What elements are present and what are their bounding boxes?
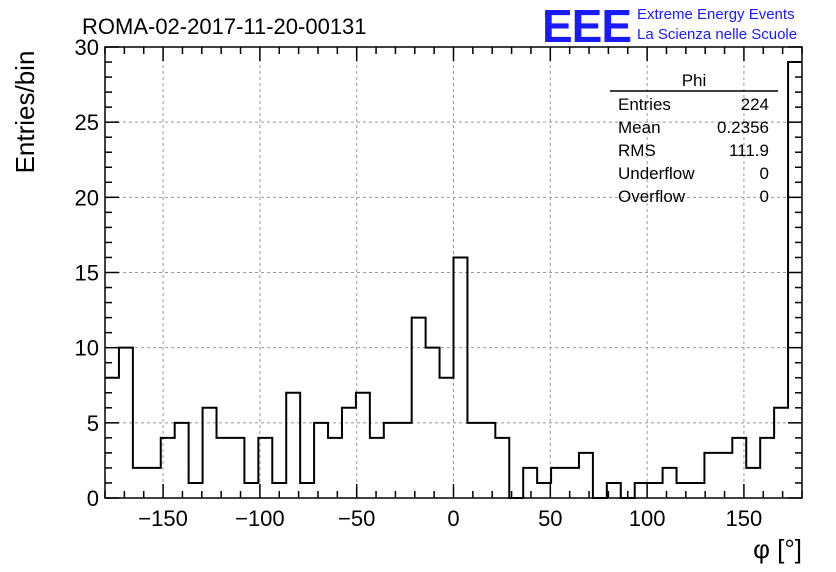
x-tick-label: −150	[138, 506, 188, 531]
y-tick-label: 15	[75, 261, 99, 286]
x-tick-label: −50	[338, 506, 375, 531]
stats-box: Phi Entries 224 Mean 0.2356 RMS 111.9 Underflo…	[610, 71, 778, 206]
logo-mark: EEE	[542, 0, 631, 52]
stats-row-label: Underflow	[618, 164, 695, 183]
y-tick-label: 10	[75, 336, 99, 361]
stats-row-value: 0.2356	[717, 118, 769, 137]
stats-title: Phi	[682, 71, 707, 90]
chart-title: ROMA-02-2017-11-20-00131	[82, 14, 367, 39]
stats-row-value: 111.9	[729, 141, 769, 160]
x-axis-label: φ [°]	[753, 534, 802, 564]
stats-row-label: RMS	[618, 141, 656, 160]
axis-ticks	[104, 46, 803, 499]
logo-line-1: Extreme Energy Events	[637, 6, 795, 23]
stats-rows: Entries 224 Mean 0.2356 RMS 111.9 Underflow 0 Ov…	[618, 95, 769, 206]
y-tick-label: 0	[87, 486, 99, 511]
x-tick-label: 100	[629, 506, 666, 531]
stats-row-value: 0	[760, 164, 769, 183]
logo-line-2: La Scienza nelle Scuole	[637, 26, 797, 43]
x-tick-label: 50	[538, 506, 562, 531]
y-tick-label: 25	[75, 110, 99, 135]
stats-row-value: 0	[760, 187, 769, 206]
y-tick-label: 20	[75, 185, 99, 210]
x-tick-label: 0	[447, 506, 459, 531]
stats-row-label: Entries	[618, 95, 671, 114]
y-axis-label: Entries/bin	[10, 51, 40, 174]
x-tick-labels: −150 −100 −50 0 50 100 150	[138, 506, 762, 531]
y-tick-label: 30	[75, 35, 99, 60]
histogram-series-line	[105, 61, 802, 499]
stats-row-value: 224	[741, 95, 769, 114]
x-tick-label: 150	[726, 506, 763, 531]
y-tick-labels: 0 5 10 15 20 25 30	[75, 35, 99, 511]
y-tick-label: 5	[87, 411, 99, 436]
x-tick-label: −100	[235, 506, 285, 531]
stats-row-label: Overflow	[618, 187, 686, 206]
eee-logo: EEE Extreme Energy Events La Scienza nel…	[542, 0, 797, 52]
stats-row-label: Mean	[618, 118, 661, 137]
